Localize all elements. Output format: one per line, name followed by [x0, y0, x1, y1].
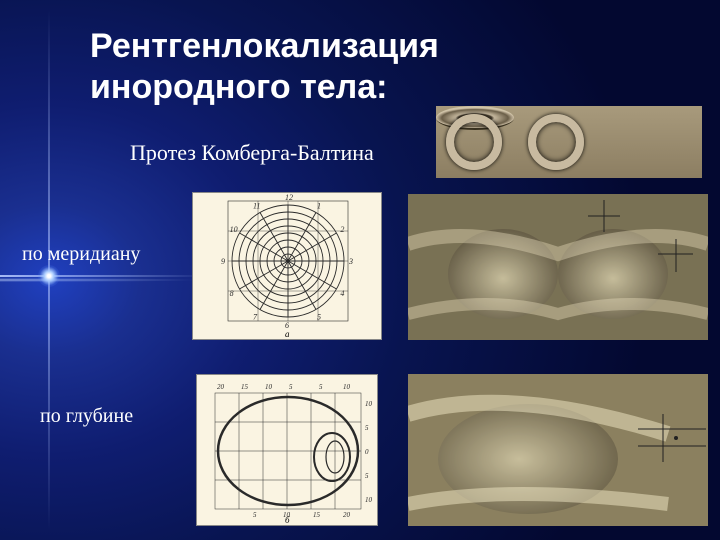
svg-text:20: 20: [343, 511, 351, 519]
svg-text:10: 10: [365, 400, 373, 408]
subtitle: Протез Комберга-Балтина: [130, 140, 374, 166]
lens-flare-core: [38, 265, 60, 287]
svg-text:10: 10: [365, 496, 373, 504]
svg-text:5: 5: [317, 312, 321, 321]
chart-letter-b: б: [285, 515, 290, 525]
svg-text:20: 20: [217, 383, 225, 391]
label-meridian: по меридиану: [22, 243, 140, 266]
prosthesis-photo: [436, 106, 702, 178]
svg-text:5: 5: [365, 472, 369, 480]
chart-letter-a: а: [285, 329, 290, 339]
svg-text:11: 11: [253, 202, 260, 211]
svg-text:10: 10: [265, 383, 273, 391]
svg-text:12: 12: [285, 193, 293, 202]
title-line1: Рентгенлокализация: [90, 27, 439, 65]
svg-text:1: 1: [317, 202, 321, 211]
svg-text:8: 8: [230, 289, 234, 298]
chart-meridian-svg: 121234567891011 а: [193, 193, 382, 340]
page-title: Рентгенлокализация инородного тела:: [90, 26, 439, 108]
svg-text:5: 5: [253, 511, 257, 519]
ring-frontal-1: [446, 114, 502, 170]
svg-text:15: 15: [313, 511, 321, 519]
label-depth: по глубине: [40, 405, 133, 428]
xray-frontal: [408, 194, 708, 340]
svg-text:4: 4: [340, 289, 344, 298]
chart-depth: 2015105510 1050510 5101520 б: [196, 374, 378, 526]
svg-text:5: 5: [319, 383, 323, 391]
lens-flare-glow: [0, 275, 220, 285]
svg-text:10: 10: [343, 383, 351, 391]
svg-text:0: 0: [365, 448, 369, 456]
chart-depth-svg: 2015105510 1050510 5101520 б: [197, 375, 378, 526]
chart-meridian: 121234567891011 а: [192, 192, 382, 340]
svg-text:5: 5: [289, 383, 293, 391]
title-line2: инородного тела:: [90, 68, 388, 106]
svg-text:15: 15: [241, 383, 249, 391]
svg-text:3: 3: [348, 257, 353, 266]
xray-lateral: [408, 374, 708, 526]
svg-text:9: 9: [221, 257, 225, 266]
svg-text:5: 5: [365, 424, 369, 432]
ring-frontal-2: [528, 114, 584, 170]
svg-text:10: 10: [230, 225, 238, 234]
svg-text:2: 2: [340, 225, 344, 234]
